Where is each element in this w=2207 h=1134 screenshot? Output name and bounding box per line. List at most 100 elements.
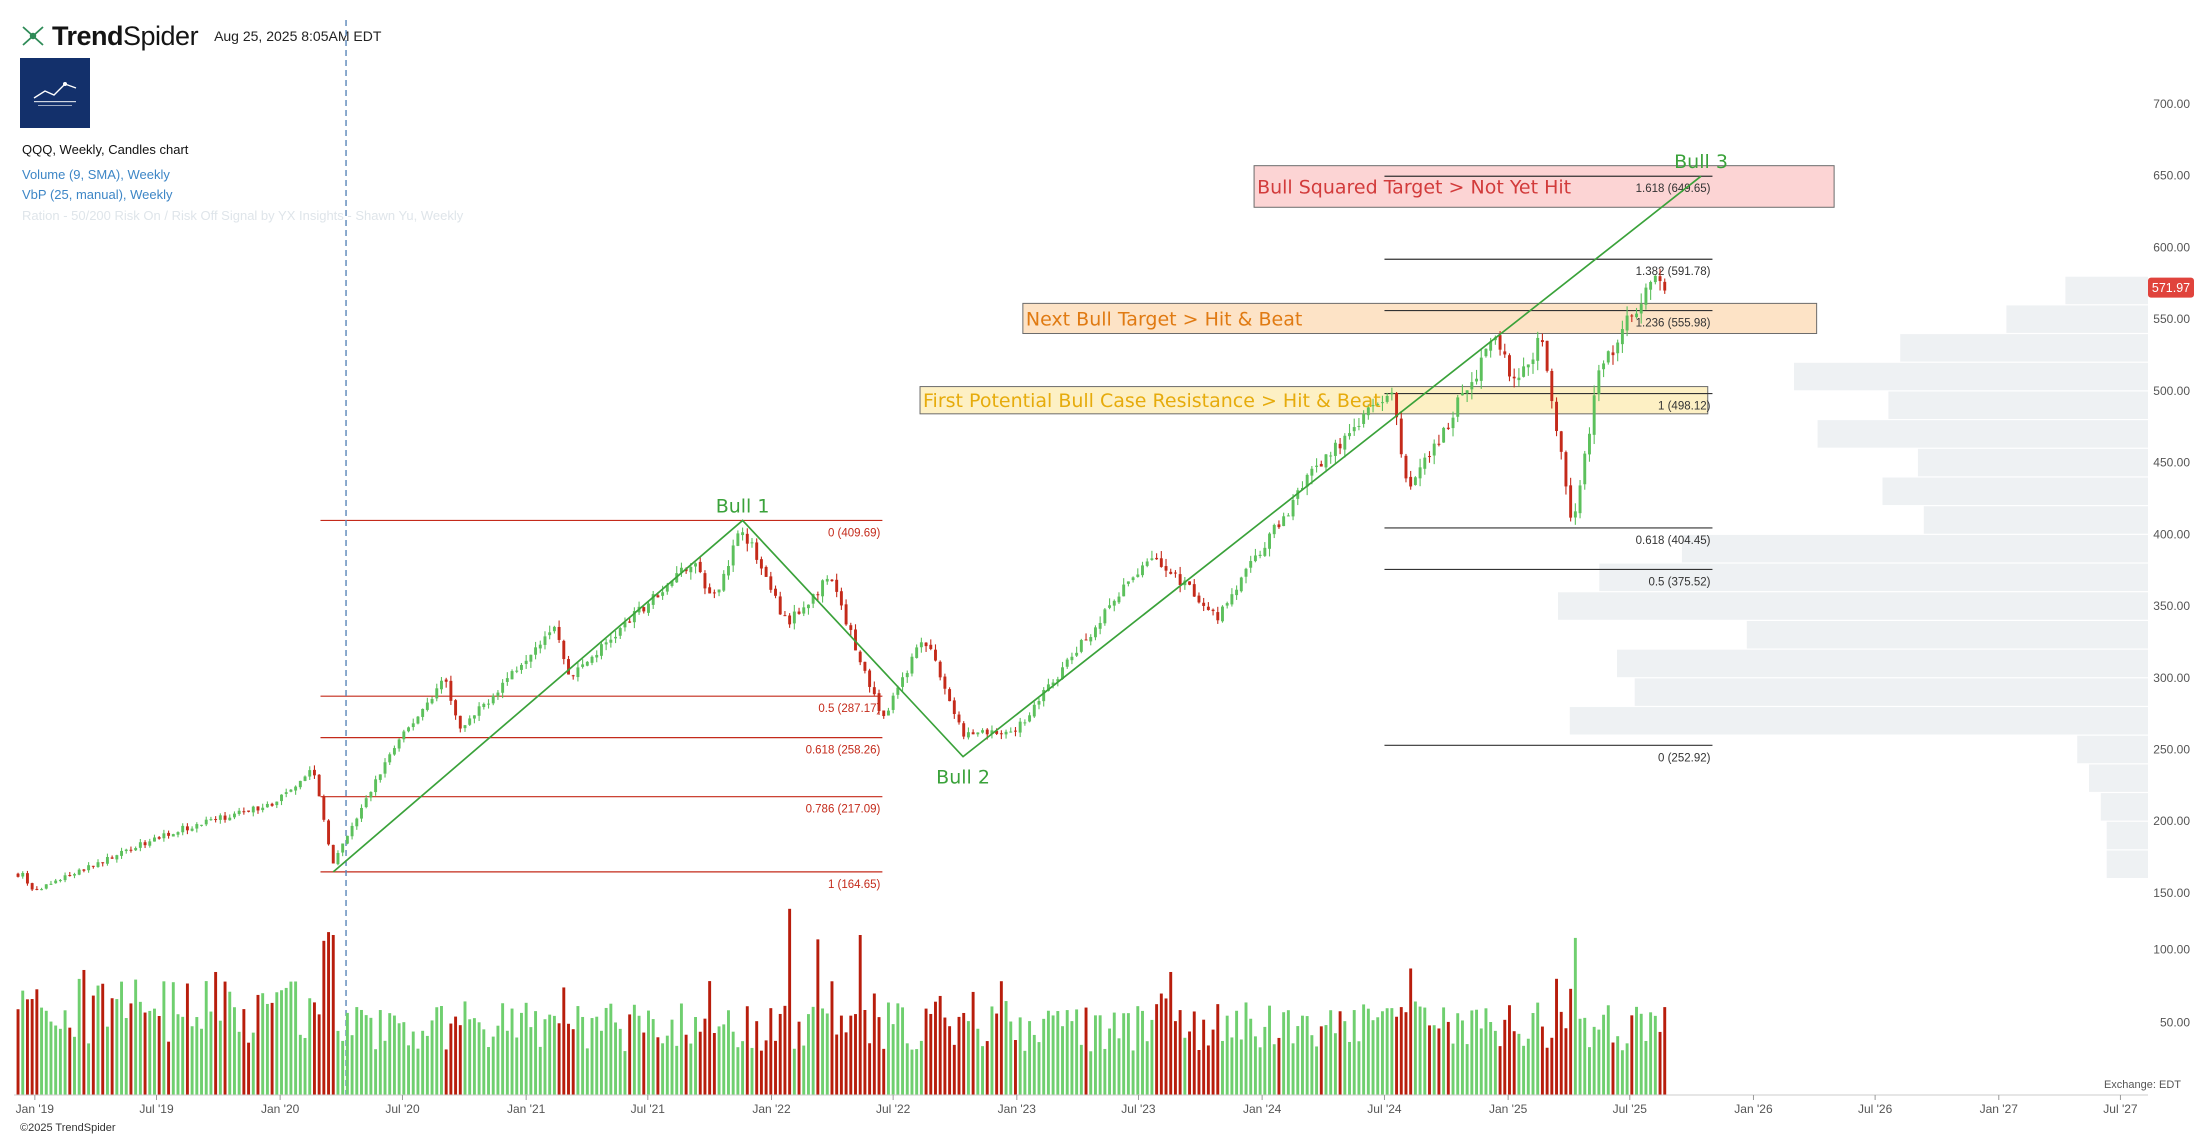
volume-bar — [487, 1047, 490, 1095]
volume-bar — [571, 1029, 575, 1095]
candle-body — [360, 807, 363, 819]
volume-bar — [632, 1004, 636, 1095]
volume-bar — [218, 1020, 222, 1095]
price-axis-tick: 700.00 — [2153, 97, 2190, 111]
candle-body — [1526, 364, 1530, 368]
volume-bar — [68, 1027, 72, 1095]
volume-bar — [698, 1031, 702, 1095]
candle-body — [1098, 623, 1102, 629]
volume-bar — [1616, 1036, 1620, 1095]
candle-body — [727, 566, 730, 576]
candle-body — [40, 889, 44, 891]
candle-body — [1380, 402, 1384, 404]
candle-body — [919, 642, 923, 648]
volume-bar — [1536, 1002, 1540, 1095]
candle-body — [858, 651, 862, 663]
indicator-vbp-label[interactable]: VbP (25, manual), Weekly — [22, 187, 173, 202]
volume-bar — [1159, 993, 1163, 1095]
candle-body — [1517, 377, 1521, 381]
candle-body — [628, 621, 632, 623]
volume-bar — [886, 1002, 890, 1095]
vbp-bar — [1634, 678, 2148, 706]
time-axis-tick: Jul '27 — [2103, 1102, 2138, 1116]
volume-bar — [82, 969, 86, 1095]
volume-bar — [576, 1006, 580, 1095]
vbp-bar — [1917, 448, 2148, 477]
volume-bar — [567, 1023, 570, 1095]
volume-bar — [1611, 1042, 1615, 1095]
volume-bar — [411, 1031, 415, 1095]
vbp-bar — [2065, 276, 2148, 305]
candle-body — [806, 604, 810, 609]
time-axis[interactable]: Jan '19 Jul '19 Jan '20 Jul '20 Jan '21 Jul '… — [14, 1094, 2148, 1116]
volume-bar — [1578, 1018, 1582, 1095]
candle-body — [209, 819, 213, 821]
candle-body — [778, 596, 782, 615]
candle-body — [322, 796, 326, 820]
volume-bar — [1305, 1016, 1309, 1095]
candle-body — [929, 644, 933, 650]
candle-body — [1178, 574, 1182, 585]
target-zone — [1022, 302, 1818, 335]
volume-bar — [689, 1043, 693, 1095]
volume-bar — [303, 1037, 307, 1095]
candle-body — [454, 700, 458, 716]
candle-body — [1131, 577, 1135, 581]
volume-bar — [1663, 1007, 1667, 1095]
candle-body — [77, 869, 81, 875]
candle-body — [1112, 600, 1116, 606]
candle-body — [661, 592, 665, 596]
candle-body — [1376, 404, 1380, 406]
candle-body — [261, 807, 265, 811]
candle-body — [129, 849, 133, 851]
volume-bar — [1653, 1015, 1657, 1095]
candle-body — [345, 835, 349, 844]
candle-body — [1084, 639, 1088, 641]
volume-bar — [1009, 1021, 1013, 1095]
volume-bar — [58, 1028, 62, 1095]
volume-bar — [675, 1045, 679, 1095]
trendspider-logo-icon — [22, 26, 44, 46]
candle-body — [811, 594, 815, 604]
volume-bar — [345, 1012, 349, 1095]
candle-body — [275, 801, 279, 806]
candle-body — [364, 798, 368, 808]
volume-bar — [1658, 1031, 1662, 1095]
volume-bar — [1093, 1015, 1097, 1095]
candle-body — [355, 818, 359, 827]
price-axis[interactable]: 700.00 650.00 600.00 550.00 500.00 450.00 400.… — [2153, 97, 2190, 1029]
volume-bar — [1390, 1008, 1394, 1095]
volume-bar — [1625, 1043, 1629, 1095]
volume-bar — [378, 1010, 382, 1095]
volume-bar — [538, 1046, 542, 1095]
candle-body — [1602, 363, 1606, 370]
volume-bar — [1470, 1010, 1474, 1095]
candle-body — [1319, 463, 1323, 467]
candle-body — [1597, 370, 1601, 395]
time-axis-tick: Jul '19 — [139, 1102, 174, 1116]
candle-body — [1324, 454, 1328, 468]
candle-body — [1578, 485, 1582, 514]
indicator-riskon-label[interactable]: Ration - 50/200 Risk On / Risk Off Signa… — [22, 208, 464, 223]
candle-body — [308, 770, 312, 777]
indicator-volume-label[interactable]: Volume (9, SMA), Weekly — [22, 167, 170, 182]
volume-bar — [1131, 1050, 1135, 1095]
volume-bar — [463, 1001, 467, 1095]
candle-body — [548, 632, 552, 636]
vbp-bar — [1900, 334, 2148, 362]
candle-body — [1136, 574, 1140, 577]
candle-body — [1625, 315, 1629, 331]
candle-body — [425, 702, 429, 710]
candle-body — [698, 561, 702, 573]
volume-bar — [1206, 1045, 1210, 1095]
candle-body — [703, 573, 707, 589]
candle-body — [430, 699, 434, 704]
candle-body — [1573, 511, 1577, 518]
vbp-bar — [1794, 362, 2148, 391]
volume-bar — [637, 1015, 641, 1095]
time-axis-tick: Jan '19 — [16, 1102, 55, 1116]
volume-bar — [863, 1009, 867, 1095]
volume-bar — [1606, 1005, 1610, 1095]
candle-body — [336, 852, 340, 865]
